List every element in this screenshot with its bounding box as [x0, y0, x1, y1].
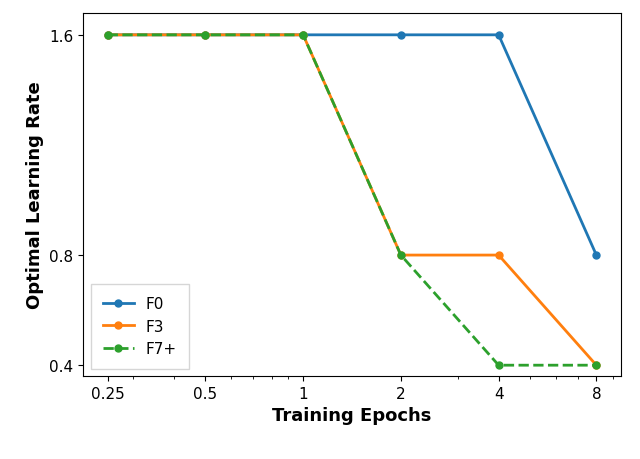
Line: F0: F0 [104, 32, 600, 259]
F7+ [495, 363, 502, 368]
F7+ [300, 33, 307, 39]
F3 [104, 33, 111, 39]
Line: F7+: F7+ [104, 32, 600, 369]
F0 [397, 33, 404, 39]
F0 [202, 33, 209, 39]
Y-axis label: Optimal Learning Rate: Optimal Learning Rate [26, 81, 44, 309]
Legend: F0, F3, F7+: F0, F3, F7+ [91, 284, 189, 369]
F3 [300, 33, 307, 39]
F7+ [104, 33, 111, 39]
F3 [202, 33, 209, 39]
F7+ [397, 253, 404, 258]
Line: F3: F3 [104, 32, 600, 369]
F3 [495, 253, 502, 258]
X-axis label: Training Epochs: Training Epochs [272, 407, 432, 425]
F0 [593, 253, 600, 258]
F7+ [593, 363, 600, 368]
F3 [397, 253, 404, 258]
F0 [495, 33, 502, 39]
F7+ [202, 33, 209, 39]
F0 [300, 33, 307, 39]
F0 [104, 33, 111, 39]
F3 [593, 363, 600, 368]
